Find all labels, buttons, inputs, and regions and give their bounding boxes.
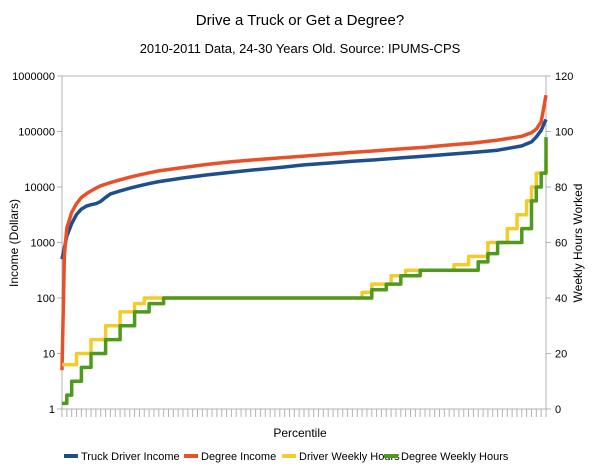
right-tick-label: 20: [555, 349, 567, 361]
left-tick-label: 10: [43, 349, 55, 361]
chart-subtitle: 2010-2011 Data, 24-30 Years Old. Source:…: [140, 41, 461, 56]
legend-item-degree-income: Degree Income: [184, 451, 276, 463]
right-tick-label: 120: [555, 71, 573, 83]
x-axis-title: Percentile: [273, 426, 327, 440]
left-tick-label: 10000: [24, 182, 55, 194]
right-tick-label: 40: [555, 293, 567, 305]
legend: Truck Driver Income Degree Income Driver W…: [64, 451, 509, 463]
left-tick-label: 1000: [31, 238, 55, 250]
plot-border: [61, 75, 547, 410]
legend-label: Driver Weekly Hours: [299, 451, 400, 463]
series-line-truck-driver-income: [60, 118, 548, 260]
right-tick-label: 80: [555, 182, 567, 194]
x-axis-ticks: [61, 409, 547, 417]
legend-item-truck-driver-income: Truck Driver Income: [64, 451, 180, 463]
left-tick-label: 100000: [18, 127, 55, 139]
left-axis-title: Income (Dollars): [7, 199, 21, 287]
left-axis-ticks: 1 10 100 1000 10000 100000 1000000: [12, 71, 62, 416]
right-tick-label: 100: [555, 127, 573, 139]
left-tick-label: 1000000: [12, 71, 55, 83]
right-axis-title: Weekly Hours Worked: [571, 184, 585, 303]
series-line-degree-income: [60, 94, 548, 371]
legend-item-driver-weekly-hours: Driver Weekly Hours: [282, 451, 400, 463]
legend-item-degree-weekly-hours: Degree Weekly Hours: [384, 451, 509, 463]
legend-label: Degree Income: [201, 451, 276, 463]
right-axis-ticks: 0 20 40 60 80 100 120: [546, 71, 573, 416]
legend-label: Degree Weekly Hours: [401, 451, 509, 463]
left-tick-label: 100: [37, 293, 55, 305]
plot-area: [61, 75, 547, 410]
legend-label: Truck Driver Income: [81, 451, 180, 463]
chart-title: Drive a Truck or Get a Degree?: [196, 12, 404, 29]
left-tick-label: 1: [49, 404, 55, 416]
series-line-degree-weekly-hours: [62, 137, 548, 406]
series-line-driver-weekly-hours: [62, 159, 548, 367]
right-tick-label: 60: [555, 238, 567, 250]
series-lines: [60, 94, 548, 406]
right-tick-label: 0: [555, 404, 561, 416]
